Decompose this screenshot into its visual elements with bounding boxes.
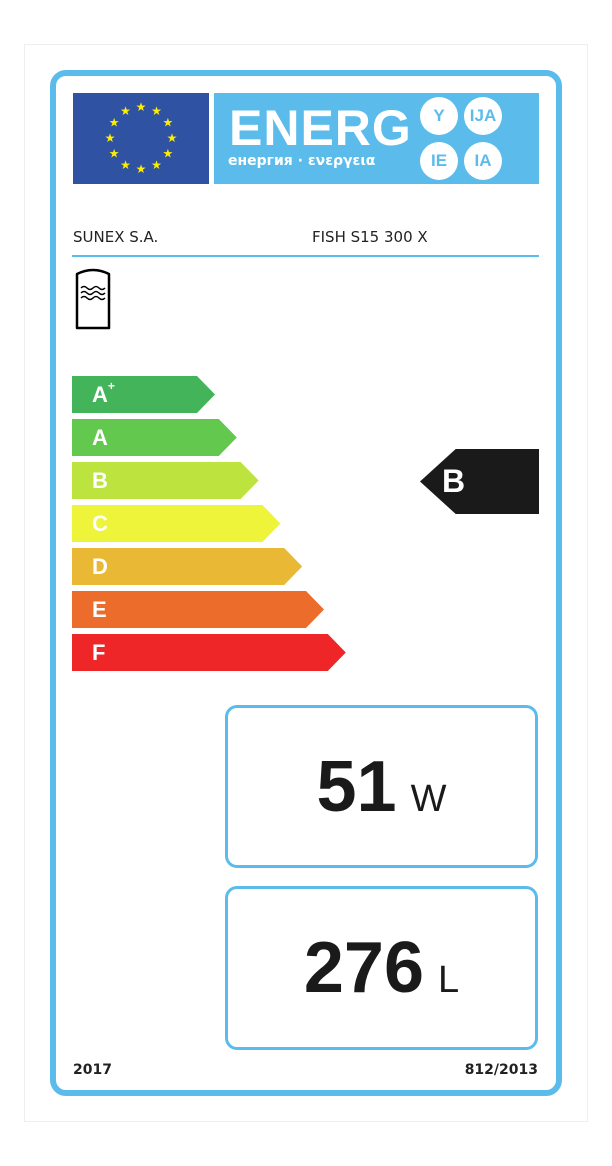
supplier-name: SUNEX S.A. xyxy=(73,228,159,246)
standing-loss-value: 51 xyxy=(316,747,397,827)
eu-flag: ★ ★ ★ ★ ★ ★ ★ ★ ★ ★ ★ ★ xyxy=(73,93,209,184)
energy-class-superscript: + xyxy=(107,379,115,393)
volume-box: 276 L xyxy=(225,886,538,1050)
energy-class-label: B xyxy=(92,468,108,493)
energy-class-bar-a-plus: A+ xyxy=(72,376,215,413)
divider xyxy=(72,255,539,257)
energy-class-bar-e: E xyxy=(72,591,324,628)
standing-loss-box: 51 W xyxy=(225,705,538,868)
suffix-circle: IJA xyxy=(464,97,502,135)
label-year: 2017 xyxy=(73,1062,112,1078)
standing-loss-unit: W xyxy=(410,778,447,820)
star-icon: ★ xyxy=(109,147,120,161)
energy-class-label: C xyxy=(92,511,108,536)
label-frame xyxy=(50,70,562,1096)
suffix-circle: Y xyxy=(420,97,458,135)
star-icon: ★ xyxy=(167,131,178,145)
energy-class-label: A xyxy=(92,425,108,450)
suffix-circle: IA xyxy=(464,142,502,180)
energy-class-bar-f: F xyxy=(72,634,346,671)
energy-title: ENERG xyxy=(229,100,412,156)
star-icon: ★ xyxy=(151,158,162,172)
energy-class-label: A xyxy=(92,382,108,407)
star-icon: ★ xyxy=(105,131,116,145)
energy-class-label: F xyxy=(92,640,106,665)
energy-class-label: D xyxy=(92,554,108,579)
label-background xyxy=(24,44,588,1122)
energy-class-label: E xyxy=(92,597,107,622)
star-icon: ★ xyxy=(120,158,131,172)
energy-class-bar-a: A xyxy=(72,419,237,456)
model-name: FISH S15 300 X xyxy=(312,228,428,246)
volume-value: 276 xyxy=(303,928,424,1008)
suffix-circle: IE xyxy=(420,142,458,180)
energy-subtitle: енергия · ενεργεια xyxy=(228,153,376,169)
star-icon: ★ xyxy=(136,100,147,114)
water-tank-icon xyxy=(75,266,111,334)
star-icon: ★ xyxy=(162,116,173,130)
energy-header: ENERG енергия · ενεργεια Y IJA IE IA xyxy=(214,93,539,184)
star-icon: ★ xyxy=(109,116,120,130)
star-icon: ★ xyxy=(136,162,147,176)
star-icon: ★ xyxy=(162,147,173,161)
star-icon: ★ xyxy=(151,104,162,118)
energy-class-bar-d: D xyxy=(72,548,303,585)
regulation-number: 812/2013 xyxy=(464,1062,538,1078)
volume-unit: L xyxy=(438,959,460,1001)
energy-class-bar-b: B xyxy=(72,462,259,499)
energy-class-bar-c: C xyxy=(72,505,281,542)
star-icon: ★ xyxy=(120,104,131,118)
